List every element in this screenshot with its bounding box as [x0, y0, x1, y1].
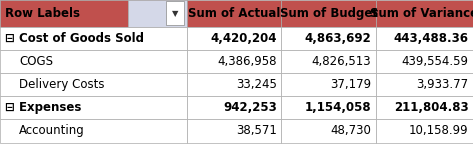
Text: 4,863,692: 4,863,692 — [305, 32, 371, 45]
Text: 443,488.36: 443,488.36 — [393, 32, 468, 45]
Bar — [0, 50, 187, 73]
Bar — [187, 73, 281, 96]
Text: 10,158.99: 10,158.99 — [409, 124, 468, 138]
Text: 942,253: 942,253 — [223, 101, 277, 114]
Text: ⊟ Expenses: ⊟ Expenses — [5, 101, 81, 114]
Text: 4,386,958: 4,386,958 — [217, 55, 277, 68]
Bar — [281, 50, 376, 73]
Text: COGS: COGS — [19, 55, 53, 68]
Bar — [166, 1, 184, 25]
Text: 38,571: 38,571 — [236, 124, 277, 138]
Text: 37,179: 37,179 — [330, 78, 371, 91]
Text: 48,730: 48,730 — [331, 124, 371, 138]
Bar — [0, 119, 187, 143]
Bar — [0, 26, 187, 50]
Bar — [376, 26, 473, 50]
Text: 211,804.83: 211,804.83 — [394, 101, 468, 114]
Bar — [0, 96, 187, 119]
Bar — [376, 50, 473, 73]
Bar — [128, 0, 187, 26]
Text: 439,554.59: 439,554.59 — [401, 55, 468, 68]
Text: 33,245: 33,245 — [236, 78, 277, 91]
Text: ⊟ Cost of Goods Sold: ⊟ Cost of Goods Sold — [5, 32, 144, 45]
Text: ▼: ▼ — [172, 9, 178, 18]
Bar — [376, 119, 473, 143]
Bar — [187, 50, 281, 73]
Bar — [0, 0, 128, 26]
Bar — [187, 26, 281, 50]
Text: 3,933.77: 3,933.77 — [416, 78, 468, 91]
Bar — [376, 96, 473, 119]
Bar — [281, 73, 376, 96]
Bar — [187, 0, 281, 26]
Text: Sum of Budget: Sum of Budget — [280, 7, 378, 20]
Bar — [0, 0, 187, 26]
Bar — [281, 26, 376, 50]
Bar — [0, 73, 187, 96]
Bar — [187, 119, 281, 143]
Bar — [281, 0, 376, 26]
Bar — [376, 0, 473, 26]
Text: 4,420,204: 4,420,204 — [210, 32, 277, 45]
Text: 4,826,513: 4,826,513 — [312, 55, 371, 68]
Text: Row Labels: Row Labels — [5, 7, 80, 20]
Bar — [187, 96, 281, 119]
Text: 1,154,058: 1,154,058 — [305, 101, 371, 114]
Text: Accounting: Accounting — [19, 124, 85, 138]
Text: Delivery Costs: Delivery Costs — [19, 78, 105, 91]
Bar — [281, 119, 376, 143]
Text: Sum of Variance: Sum of Variance — [370, 7, 473, 20]
Text: Sum of Actual: Sum of Actual — [188, 7, 280, 20]
Bar — [376, 73, 473, 96]
Bar — [281, 96, 376, 119]
